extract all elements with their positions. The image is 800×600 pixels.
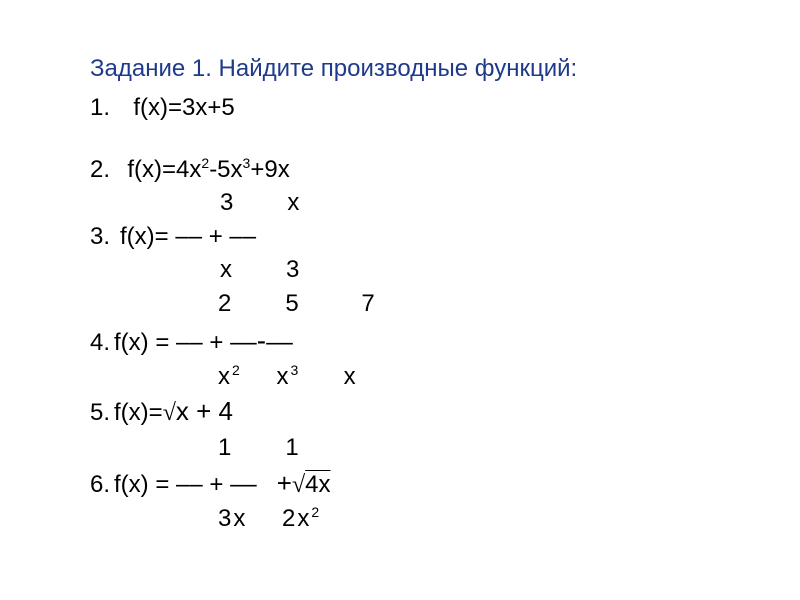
problem-6-number: 6. [90,468,110,502]
problem-5: 5. f(x)= √x + 4 [90,393,710,431]
problem-6-plus: + [277,465,292,501]
problem-4-dash3: –– [266,326,293,360]
problem-2-t2: -5x [209,156,242,183]
problem-3: 3 x 3. f(x)= –– + –– x 3 [90,186,710,287]
problem-3-top: 3 x [90,186,710,220]
problem-6-bottom: 3x 2x2 [90,502,710,536]
problem-5-prefix: f(x)= [114,396,163,430]
problem-2-prefix: f(x)= [127,156,176,183]
problem-2-t1: 4x [176,156,201,183]
problem-5-number: 5. [90,396,110,430]
problem-4-minus: - [257,321,266,360]
problem-4-prefix: f(x) = –– + –– [114,326,257,360]
problem-2-t3: +9x [250,156,289,183]
problem-6-under: 4x [305,468,330,502]
sqrt-icon: √ [163,397,176,431]
problem-5-arg: x + 4 [176,393,233,429]
problem-4-number: 4. [90,326,110,360]
problem-6-top: 1 1 [90,431,710,465]
problem-3-prefix: f(x)= –– + –– [120,220,256,254]
problem-1-text: f(x)=3x+5 [133,94,234,121]
problem-4-bottom: x2 x3 x [90,360,710,394]
problem-2-number: 2. [90,156,110,183]
problem-1: 1. f(x)=3x+5 [90,91,710,125]
sqrt-icon-2: √ [292,469,305,503]
problem-3-bottom: x 3 [90,253,710,287]
problem-4: 2 5 7 4. f(x) = –– + –– - –– x2 x3 x [90,287,710,393]
problem-1-number: 1. [90,94,110,121]
problem-2: 2. f(x)=4x2-5x3+9x [90,153,710,187]
problem-4-top: 2 5 7 [90,287,710,321]
problem-3-number: 3. [90,220,110,254]
page-title: Задание 1. Найдите производные функций: [90,55,710,83]
problem-6: 1 1 6. f(x) = –– + –– + √4x 3x 2x2 [90,431,710,536]
problem-6-prefix: f(x) = –– + –– [114,468,277,502]
